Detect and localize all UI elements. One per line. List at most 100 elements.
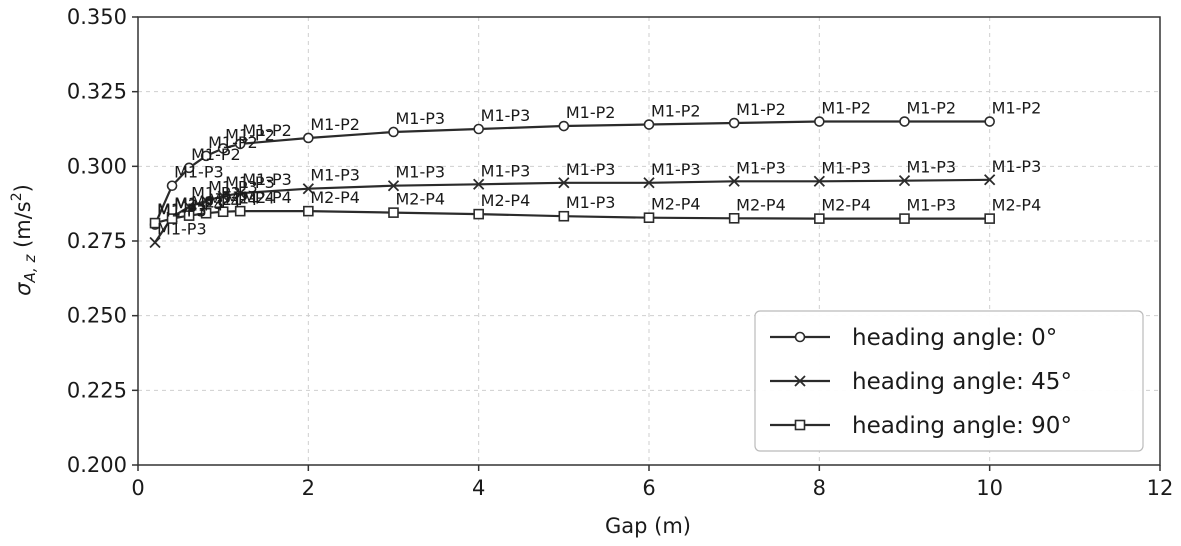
- data-point: [984, 213, 995, 224]
- axes: 0 2 4 6 8 10 12 0.200 0.225 0.250 0.275 0.300 0.325 0…: [67, 5, 1173, 500]
- data-point: [643, 119, 655, 130]
- data-point: [899, 213, 910, 224]
- data-point: [388, 207, 399, 218]
- point-label: M1-P3: [174, 194, 224, 213]
- data-point: [200, 207, 212, 219]
- data-point: [183, 201, 195, 213]
- data-point: [473, 178, 485, 190]
- point-label: M1-P3: [157, 200, 207, 219]
- point-label: M1-P3: [651, 160, 701, 179]
- point-label: M1-P2: [310, 115, 360, 134]
- legend-marker: [794, 375, 806, 387]
- data-point: [166, 180, 178, 192]
- legend-entry: heading angle: 0°: [770, 325, 1057, 351]
- data-point: [303, 132, 314, 144]
- x-tick-label: 0: [131, 476, 144, 500]
- data-point: [387, 180, 400, 192]
- data-point: [643, 212, 655, 224]
- point-label: M1-P3: [396, 109, 446, 128]
- legend: heading angle: 0° heading angle: 45° headi…: [754, 310, 1144, 452]
- data-point: [183, 162, 195, 174]
- point-label: M2-P4: [191, 193, 241, 212]
- data-point: [149, 217, 161, 229]
- legend-box: [754, 310, 1144, 452]
- x-tick-label: 4: [472, 476, 485, 500]
- legend-entry: heading angle: 90°: [770, 413, 1072, 439]
- point-label: M1-P3: [821, 158, 871, 177]
- legend-marker: [794, 331, 806, 343]
- point-label: M1-P3: [225, 173, 275, 192]
- point-label: M2-P4: [821, 196, 871, 215]
- data-point: [303, 205, 314, 217]
- data-point: [899, 116, 910, 127]
- legend-entry: heading angle: 45°: [770, 369, 1072, 395]
- point-label: M2-P4: [651, 195, 701, 214]
- data-point: [814, 213, 825, 224]
- data-point: [388, 126, 399, 138]
- point-label: M2-P4: [208, 190, 258, 209]
- y-axis-label: σA, z (m/s2): [9, 184, 39, 296]
- point-label: M2-P4: [242, 188, 292, 207]
- point-label: M1-P3: [208, 178, 258, 197]
- point-label: M2-P4: [225, 189, 275, 208]
- point-label: M1-P2: [736, 100, 786, 119]
- legend-label: heading angle: 90°: [852, 413, 1072, 439]
- legend-marker: [794, 419, 806, 431]
- point-label: M1-P2: [651, 102, 701, 121]
- point-label: M2-P4: [481, 191, 531, 210]
- data-point: [728, 213, 740, 224]
- data-point: [234, 187, 246, 199]
- point-label: M1-P3: [992, 157, 1042, 176]
- point-label: M1-P3: [566, 160, 616, 179]
- point-label: M1-P3: [907, 196, 957, 215]
- point-label: M1-P2: [821, 99, 871, 118]
- y-tick-label: 0.275: [67, 229, 127, 253]
- point-label: M1-P3: [566, 193, 616, 212]
- point-label: M1-P3: [157, 219, 207, 238]
- data-point: [473, 123, 484, 135]
- data-point: [234, 205, 246, 217]
- y-tick-label: 0.225: [67, 378, 127, 402]
- point-label: M2-P4: [736, 195, 786, 214]
- point-label: M2-P4: [174, 196, 224, 215]
- data-point: [200, 150, 212, 162]
- legend-label: heading angle: 0°: [852, 325, 1057, 351]
- data-point: [558, 210, 570, 222]
- y-tick-label: 0.325: [67, 80, 127, 104]
- point-label: M2-P4: [310, 188, 360, 207]
- x-axis-label: Gap (m): [605, 514, 691, 538]
- data-point: [200, 195, 212, 207]
- legend-label: heading angle: 45°: [852, 369, 1072, 395]
- data-point: [814, 116, 825, 127]
- point-label: M1-P3: [736, 158, 786, 177]
- x-tick-label: 8: [813, 476, 826, 500]
- data-point: [217, 190, 229, 202]
- x-tick-label: 12: [1147, 476, 1174, 500]
- data-point: [473, 208, 484, 220]
- data-point: [728, 175, 740, 187]
- point-label: M1-P3: [396, 163, 446, 182]
- series-group: [149, 116, 996, 249]
- point-label: M1-P2: [566, 103, 616, 122]
- point-label: M1-P3: [174, 163, 224, 182]
- y-tick-label: 0.350: [67, 5, 127, 29]
- data-point: [728, 117, 740, 129]
- series-1: [149, 116, 995, 230]
- point-label: M1-P2: [225, 125, 275, 144]
- point-label: M1-P2: [907, 99, 957, 118]
- point-label: M1-P3: [907, 158, 957, 177]
- point-label: M1-P3: [481, 161, 531, 180]
- point-label: M1-P2: [208, 133, 258, 152]
- data-point: [302, 183, 314, 195]
- data-point: [643, 177, 655, 189]
- y-tick-label: 0.250: [67, 304, 127, 328]
- data-point: [217, 143, 229, 154]
- point-label: M2-P4: [396, 190, 446, 209]
- data-point: [813, 175, 825, 187]
- data-point: [984, 174, 996, 186]
- point-label: M2-P4: [992, 196, 1042, 215]
- series-2: [149, 174, 996, 249]
- data-point: [898, 175, 911, 187]
